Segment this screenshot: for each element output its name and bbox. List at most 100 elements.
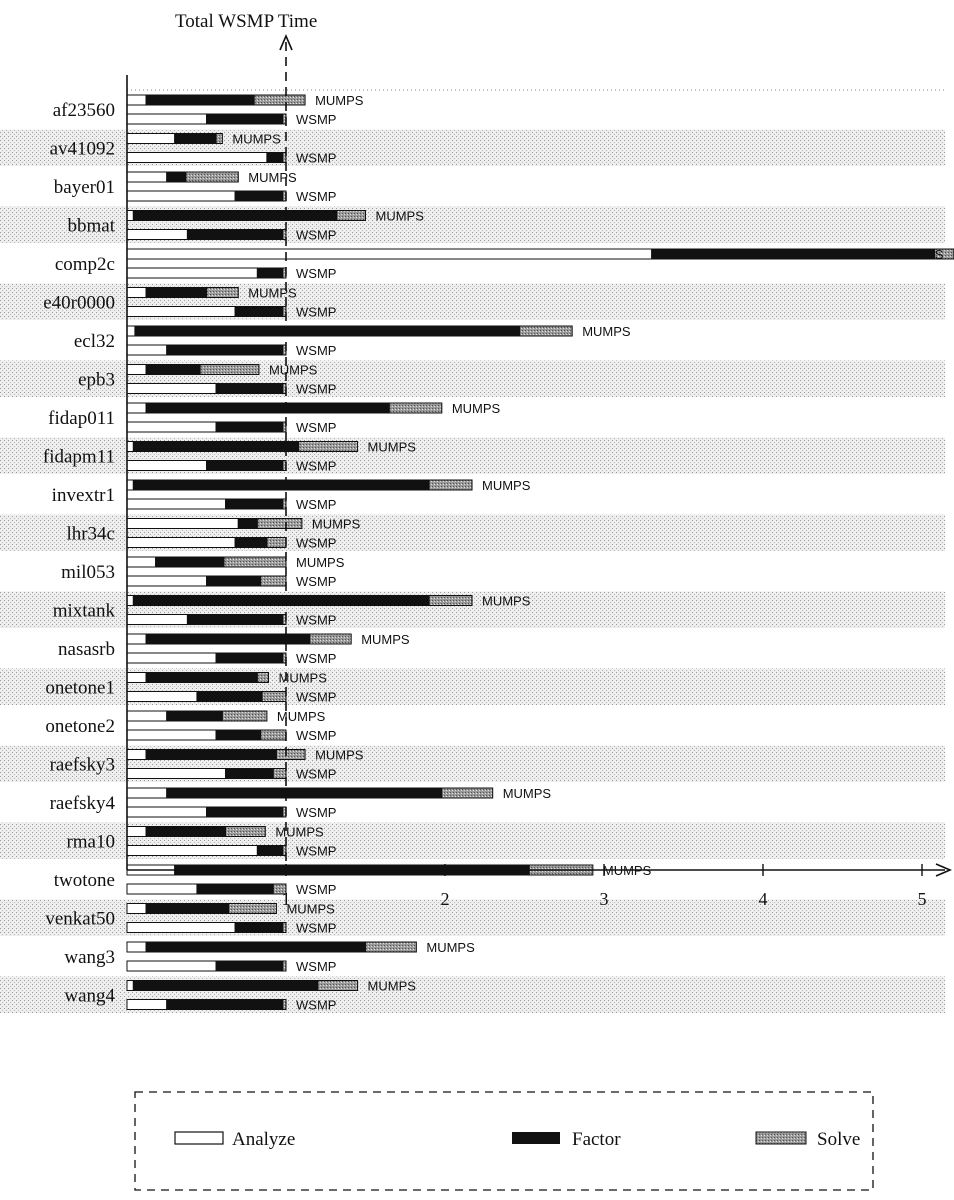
bar-mumps-factor — [237, 518, 258, 529]
bar-wsmp-factor — [215, 652, 284, 664]
bar-wsmp-solve — [261, 691, 287, 702]
bar-tag-mumps: MUMPS — [312, 517, 361, 532]
bar-wsmp-analyze — [126, 999, 168, 1010]
bar-tag-mumps: MUMPS — [269, 363, 318, 378]
bar-wsmp-analyze — [126, 575, 207, 587]
bar-mumps-analyze — [126, 518, 239, 529]
bar-wsmp-factor — [234, 190, 284, 202]
bar-tag-wsmp: WSMP — [296, 343, 336, 358]
category-label: epb3 — [78, 370, 115, 391]
bar-wsmp-analyze — [126, 691, 198, 702]
bar-mumps-factor — [145, 94, 255, 106]
bar-wsmp-analyze — [126, 960, 217, 972]
category-label: raefsky4 — [50, 793, 116, 814]
bar-mumps-analyze — [126, 710, 168, 722]
bar-wsmp-analyze — [126, 652, 217, 664]
chart-title: Total WSMP Time — [175, 11, 317, 32]
bar-wsmp-factor — [256, 845, 284, 856]
bar-tag-mumps: MUMPS — [315, 748, 364, 763]
category-label: raefsky3 — [50, 755, 115, 776]
bar-wsmp-factor — [206, 113, 284, 125]
category-label: bayer01 — [54, 177, 115, 198]
bar-wsmp-factor — [266, 152, 284, 163]
bar-mumps-analyze — [126, 248, 653, 260]
category-label: wang3 — [64, 947, 115, 968]
bar-mumps-analyze — [126, 941, 147, 953]
bar-mumps-analyze — [126, 94, 147, 106]
bar-wsmp-analyze — [126, 883, 198, 895]
bar-mumps-analyze — [126, 210, 134, 221]
bar-tag-mumps: MUMPS — [426, 940, 475, 955]
bar-mumps-analyze — [126, 479, 134, 491]
bar-mumps-factor — [166, 171, 187, 183]
bar-wsmp-analyze — [126, 922, 236, 933]
bar-mumps-solve — [256, 518, 303, 529]
category-label: wang4 — [64, 986, 115, 1007]
bar-wsmp-factor — [196, 691, 263, 702]
category-label: onetone2 — [45, 716, 115, 737]
bar-wsmp-solve — [282, 960, 287, 972]
x-axis-arrowhead — [935, 863, 953, 877]
bar-tag-mumps: MUMPS — [232, 132, 281, 147]
bar-mumps-analyze — [126, 903, 147, 914]
bar-mumps-solve — [428, 595, 473, 606]
legend-frame — [134, 1091, 874, 1191]
bar-mumps-solve — [221, 710, 268, 722]
category-label: onetone1 — [45, 678, 115, 699]
bar-wsmp-factor — [215, 960, 284, 972]
bar-mumps-solve — [256, 672, 270, 683]
bar-tag-wsmp: WSMP — [296, 459, 336, 474]
category-label: fidap011 — [48, 408, 115, 429]
bar-tag-wsmp: WSMP — [296, 420, 336, 435]
bar-mumps-analyze — [126, 402, 147, 414]
bar-tag-wsmp: WSMP — [296, 651, 336, 666]
bar-mumps-solve — [228, 903, 277, 914]
bar-wsmp-factor — [166, 344, 284, 356]
bar-mumps-factor — [134, 325, 521, 337]
bar-tag-mumps: MUMPS — [368, 979, 417, 994]
bar-tag-mumps: MUMPS — [296, 555, 345, 570]
bar-tag-wsmp: WSMP — [296, 844, 336, 859]
legend-swatch-factor — [512, 1132, 560, 1144]
bar-wsmp-analyze — [126, 614, 188, 625]
bar-tag-wsmp: WSMP — [296, 690, 336, 705]
bar-mumps-factor — [132, 595, 430, 606]
bar-tag-mumps: MUMPS — [279, 671, 328, 686]
bar-wsmp-analyze — [126, 229, 188, 240]
bar-wsmp-factor — [234, 922, 284, 933]
bar-wsmp-solve — [282, 229, 287, 240]
bar-mumps-factor — [651, 248, 936, 260]
bar-tag-mumps: MUMPS — [248, 286, 297, 301]
category-label: ecl32 — [74, 331, 115, 352]
bar-wsmp-solve — [282, 306, 287, 317]
bar-mumps-analyze — [126, 364, 147, 375]
x-tick-label: 2 — [441, 889, 450, 909]
bar-tag-mumps: MUMPS — [275, 825, 324, 840]
bar-mumps-solve — [206, 287, 239, 298]
bar-wsmp-analyze — [126, 344, 168, 356]
legend-swatch-solve — [755, 1131, 807, 1145]
x-tick-label: 1 — [282, 889, 291, 909]
bar-tag-wsmp: WSMP — [296, 536, 336, 551]
bar-wsmp-factor — [234, 306, 284, 317]
bar-wsmp-factor — [215, 383, 284, 394]
bar-tag-mumps: MUMPS — [482, 594, 531, 609]
bar-mumps-factor — [132, 479, 430, 491]
bar-tag-wsmp: WSMP — [296, 151, 336, 166]
category-label: comp2c — [55, 254, 115, 275]
bar-wsmp-analyze — [126, 729, 217, 741]
bar-wsmp-analyze — [126, 421, 217, 433]
bar-mumps-analyze — [126, 556, 157, 568]
legend-label-analyze: Analyze — [232, 1129, 295, 1150]
bar-mumps-analyze — [126, 980, 134, 991]
legend-label-factor: Factor — [572, 1129, 621, 1150]
bar-wsmp-factor — [186, 229, 284, 240]
bar-tag-wsmp: WSMP — [296, 613, 336, 628]
bar-tag-mumps: MUMPS — [895, 247, 944, 262]
legend: Analyze Factor Solve — [134, 1091, 874, 1191]
bar-tag-wsmp: WSMP — [296, 728, 336, 743]
bar-wsmp-solve — [260, 575, 287, 587]
x-tick-label: 3 — [600, 889, 609, 909]
bar-mumps-analyze — [126, 287, 147, 298]
